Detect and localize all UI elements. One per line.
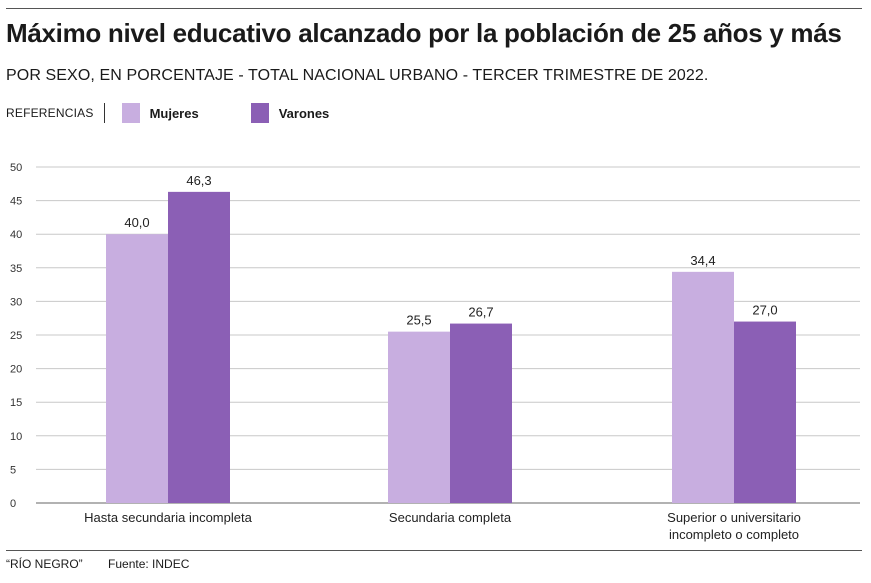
legend-label-varones: Varones — [278, 105, 330, 121]
y-tick-label: 20 — [10, 364, 22, 376]
legend-swatch-varones — [250, 103, 269, 123]
bar — [672, 271, 734, 503]
data-label: 46,3 — [186, 173, 211, 188]
x-tick-label: Superior o universitario — [667, 510, 801, 525]
chart-title: Máximo nivel educativo alcanzado por la … — [6, 18, 842, 48]
footer: “RÍO NEGRO” Fuente: INDEC — [6, 557, 211, 571]
x-tick-label: incompleto o completo — [669, 527, 799, 542]
y-tick-label: 50 — [10, 162, 22, 174]
top-rule — [6, 8, 862, 9]
footer-source: Fuente: INDEC — [108, 557, 190, 571]
y-tick-label: 40 — [10, 229, 22, 241]
bar — [734, 321, 796, 503]
chart-subtitle: POR SEXO, EN PORCENTAJE - TOTAL NACIONAL… — [6, 67, 709, 84]
data-label: 26,7 — [468, 305, 493, 320]
x-tick-label: Hasta secundaria incompleta — [84, 510, 252, 525]
y-tick-label: 5 — [10, 464, 16, 476]
y-tick-label: 45 — [10, 196, 22, 208]
data-label: 27,0 — [752, 303, 777, 318]
legend-title: REFERENCIAS — [6, 106, 94, 120]
data-label: 34,4 — [690, 253, 715, 268]
data-label: 40,0 — [124, 215, 149, 230]
y-tick-label: 30 — [10, 296, 22, 308]
bar-chart: 0 5 10 15 20 25 30 35 40 45 50 40,0 46,3 Hasta secund… — [10, 162, 860, 542]
y-tick-label: 0 — [10, 498, 16, 510]
y-tick-label: 35 — [10, 263, 22, 275]
bar — [450, 323, 512, 503]
x-tick-label: Secundaria completa — [389, 510, 512, 525]
y-tick-label: 25 — [10, 330, 22, 342]
legend-separator — [103, 103, 105, 123]
bar — [388, 331, 450, 503]
legend: REFERENCIAS Mujeres Varones — [6, 101, 381, 125]
legend-item-varones: Varones — [250, 103, 330, 123]
legend-label-mujeres: Mujeres — [149, 105, 199, 121]
footer-outlet: “RÍO NEGRO” — [6, 557, 83, 571]
legend-swatch-mujeres — [121, 103, 140, 123]
y-tick-label: 10 — [10, 431, 22, 443]
bar — [168, 191, 230, 503]
y-tick-label: 15 — [10, 397, 22, 409]
data-label: 25,5 — [406, 313, 431, 328]
bar — [106, 234, 168, 503]
legend-item-mujeres: Mujeres — [121, 103, 199, 123]
footer-rule — [6, 550, 862, 551]
